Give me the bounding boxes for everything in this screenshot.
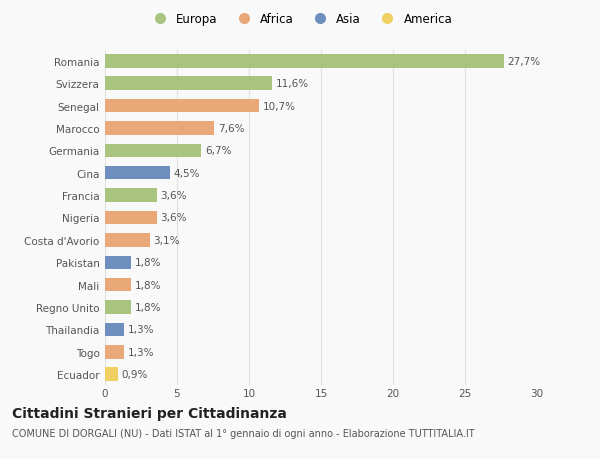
- Text: 1,8%: 1,8%: [134, 257, 161, 268]
- Bar: [105, 211, 157, 225]
- Text: 3,6%: 3,6%: [160, 190, 187, 201]
- Bar: [105, 323, 124, 336]
- Text: 4,5%: 4,5%: [173, 168, 200, 179]
- Legend: Europa, Africa, Asia, America: Europa, Africa, Asia, America: [143, 8, 457, 31]
- Text: 11,6%: 11,6%: [275, 79, 309, 89]
- Text: 3,1%: 3,1%: [153, 235, 180, 246]
- Text: 1,3%: 1,3%: [127, 325, 154, 335]
- Text: Cittadini Stranieri per Cittadinanza: Cittadini Stranieri per Cittadinanza: [12, 406, 287, 420]
- Bar: [105, 100, 259, 113]
- Bar: [105, 234, 149, 247]
- Bar: [105, 144, 202, 158]
- Bar: [105, 77, 272, 91]
- Bar: [105, 368, 118, 381]
- Text: 0,9%: 0,9%: [122, 369, 148, 380]
- Bar: [105, 55, 504, 68]
- Bar: [105, 167, 170, 180]
- Text: 6,7%: 6,7%: [205, 146, 232, 156]
- Text: 3,6%: 3,6%: [160, 213, 187, 223]
- Text: 1,8%: 1,8%: [134, 280, 161, 290]
- Text: 27,7%: 27,7%: [508, 56, 541, 67]
- Bar: [105, 345, 124, 359]
- Text: 7,6%: 7,6%: [218, 123, 245, 134]
- Bar: [105, 256, 131, 269]
- Bar: [105, 301, 131, 314]
- Bar: [105, 122, 214, 135]
- Bar: [105, 278, 131, 292]
- Bar: [105, 189, 157, 202]
- Text: COMUNE DI DORGALI (NU) - Dati ISTAT al 1° gennaio di ogni anno - Elaborazione TU: COMUNE DI DORGALI (NU) - Dati ISTAT al 1…: [12, 428, 475, 438]
- Text: 10,7%: 10,7%: [263, 101, 296, 112]
- Text: 1,8%: 1,8%: [134, 302, 161, 313]
- Text: 1,3%: 1,3%: [127, 347, 154, 357]
